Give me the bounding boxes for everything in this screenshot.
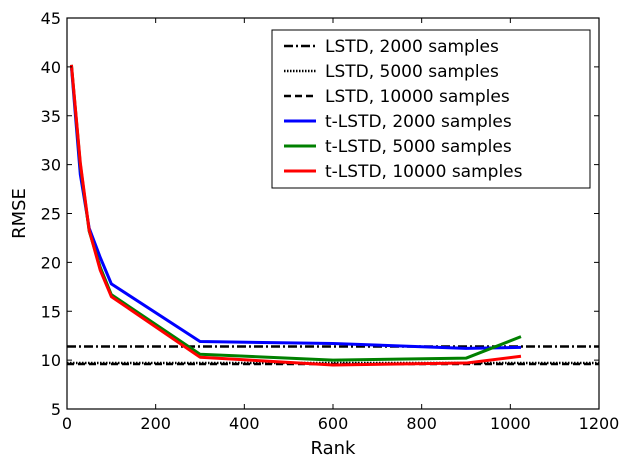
legend-label: t-LSTD, 10000 samples xyxy=(325,162,523,182)
y-tick-label: 45 xyxy=(41,9,61,28)
x-tick-label: 1200 xyxy=(579,414,620,433)
x-tick-label: 0 xyxy=(62,414,72,433)
x-tick-label: 400 xyxy=(229,414,260,433)
x-tick-label: 200 xyxy=(140,414,171,433)
y-tick-label: 5 xyxy=(51,400,61,419)
series-layer xyxy=(67,64,599,367)
x-tick-label: 800 xyxy=(406,414,437,433)
legend-label: t-LSTD, 2000 samples xyxy=(325,112,512,132)
y-tick-label: 40 xyxy=(41,58,61,77)
legend-label: LSTD, 2000 samples xyxy=(325,37,499,57)
x-axis-label: Rank xyxy=(311,438,357,459)
y-tick-label: 15 xyxy=(41,302,61,321)
legend-label: t-LSTD, 5000 samples xyxy=(325,137,512,157)
y-tick-label: 25 xyxy=(41,205,61,224)
legend: LSTD, 2000 samples LSTD, 5000 samples LSTD… xyxy=(271,29,591,189)
legend-label: LSTD, 10000 samples xyxy=(325,87,510,107)
line-series-5 xyxy=(69,64,522,367)
y-axis-label: RMSE xyxy=(9,188,30,239)
y-tick-label: 35 xyxy=(41,107,61,126)
y-tick-label: 10 xyxy=(41,351,61,370)
y-tick-label: 20 xyxy=(41,253,61,272)
y-tick-label: 30 xyxy=(41,156,61,175)
x-tick-label: 1000 xyxy=(490,414,531,433)
tick-layer: 0 200 400 600 800 1000 1200 5 10 15 20 25 30 35 40 45 xyxy=(41,9,620,433)
x-tick-label: 600 xyxy=(318,414,349,433)
legend-box xyxy=(271,29,591,189)
legend-label: LSTD, 5000 samples xyxy=(325,62,499,82)
